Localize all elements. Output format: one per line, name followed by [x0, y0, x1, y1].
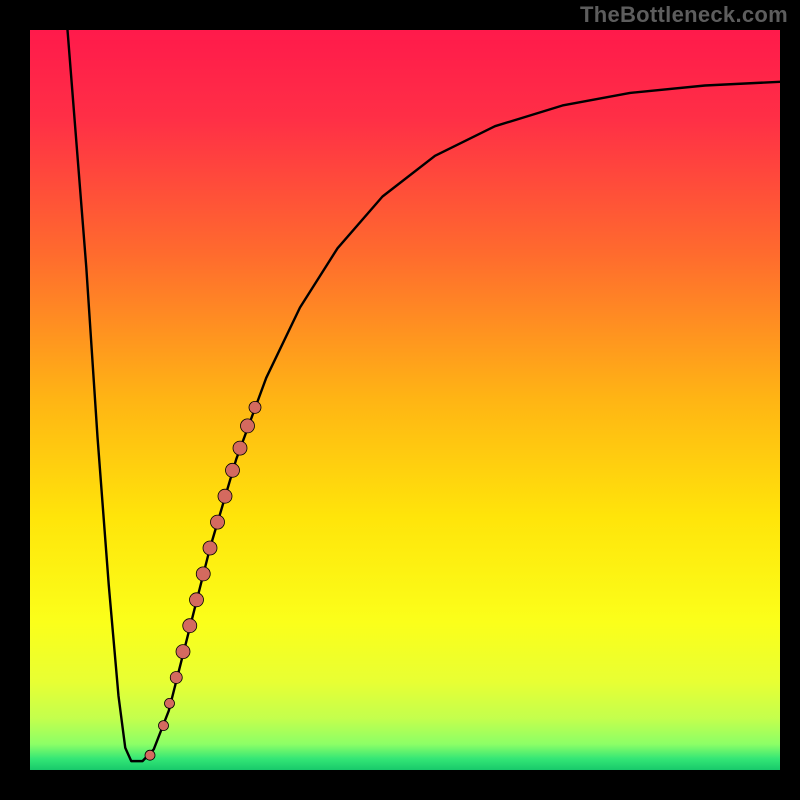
data-marker [211, 515, 225, 529]
data-marker [145, 750, 155, 760]
data-marker [159, 721, 169, 731]
data-marker [241, 419, 255, 433]
watermark-label: TheBottleneck.com [580, 2, 788, 28]
data-marker [218, 489, 232, 503]
data-marker [249, 401, 261, 413]
data-marker [170, 672, 182, 684]
data-marker [190, 593, 204, 607]
data-marker [196, 567, 210, 581]
bottleneck-chart [0, 0, 800, 800]
data-marker [226, 463, 240, 477]
data-marker [233, 441, 247, 455]
data-marker [203, 541, 217, 555]
plot-background [30, 30, 780, 770]
chart-frame: TheBottleneck.com [0, 0, 800, 800]
data-marker [183, 619, 197, 633]
data-marker [176, 645, 190, 659]
data-marker [165, 698, 175, 708]
